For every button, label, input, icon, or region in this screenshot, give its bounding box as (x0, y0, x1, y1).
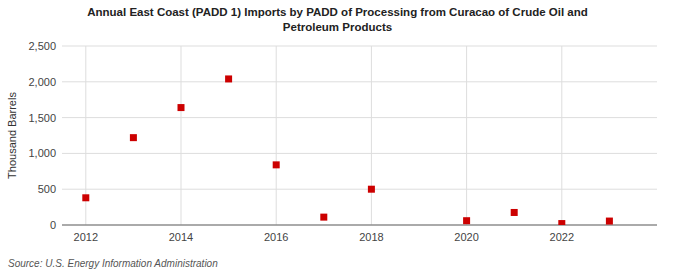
point (368, 186, 375, 193)
x-grid-line (181, 46, 182, 225)
point (511, 209, 518, 216)
x-grid-line (371, 46, 372, 225)
y-grid-line (62, 81, 657, 82)
x-tick-label: 2018 (359, 231, 383, 243)
point (558, 220, 565, 225)
point (606, 218, 613, 225)
x-tick-label: 2020 (454, 231, 478, 243)
point (273, 161, 280, 168)
x-axis-line (62, 225, 657, 226)
y-tick-label: 2,500 (28, 40, 56, 52)
y-grid-line (62, 117, 657, 118)
point (82, 194, 89, 201)
background (0, 0, 675, 275)
x-grid-line (466, 46, 467, 225)
point (225, 75, 232, 82)
point (178, 104, 185, 111)
y-grid-line (62, 153, 657, 154)
chart: Annual East Coast (PADD 1) Imports by PA… (0, 0, 675, 275)
points (82, 75, 613, 225)
x-tick-label: 2022 (550, 231, 574, 243)
y-tick-label: 2,000 (28, 76, 56, 88)
y-grid-line (62, 189, 657, 190)
title-line: Annual East Coast (PADD 1) Imports by PA… (87, 6, 588, 18)
y-axis-label: Thousand Barrels (6, 92, 18, 179)
point (463, 217, 470, 224)
x-tick-label: 2014 (169, 231, 193, 243)
x-tick-label: 2016 (264, 231, 288, 243)
x-grid-line (561, 46, 562, 225)
point (130, 134, 137, 141)
chart-container: Annual East Coast (PADD 1) Imports by PA… (0, 0, 675, 275)
y-tick-label: 0 (50, 219, 56, 231)
title-line: Petroleum Products (283, 21, 392, 33)
y-tick-label: 500 (38, 183, 56, 195)
title: Annual East Coast (PADD 1) Imports by PA… (87, 6, 588, 33)
annotation: Source: U.S. Energy Information Administ… (8, 258, 218, 269)
axes: 0 500 1,000 1,500 2,000 2,500 2012 2014 2016 2018… (28, 40, 657, 243)
x-grid-line (276, 46, 277, 225)
y-tick-label: 1,500 (28, 112, 56, 124)
y-grid-line (62, 46, 657, 47)
y-grid-line (62, 225, 657, 226)
point (320, 214, 327, 221)
grid (62, 46, 657, 225)
x-tick-label: 2012 (74, 231, 98, 243)
y-tick-label: 1,000 (28, 147, 56, 159)
